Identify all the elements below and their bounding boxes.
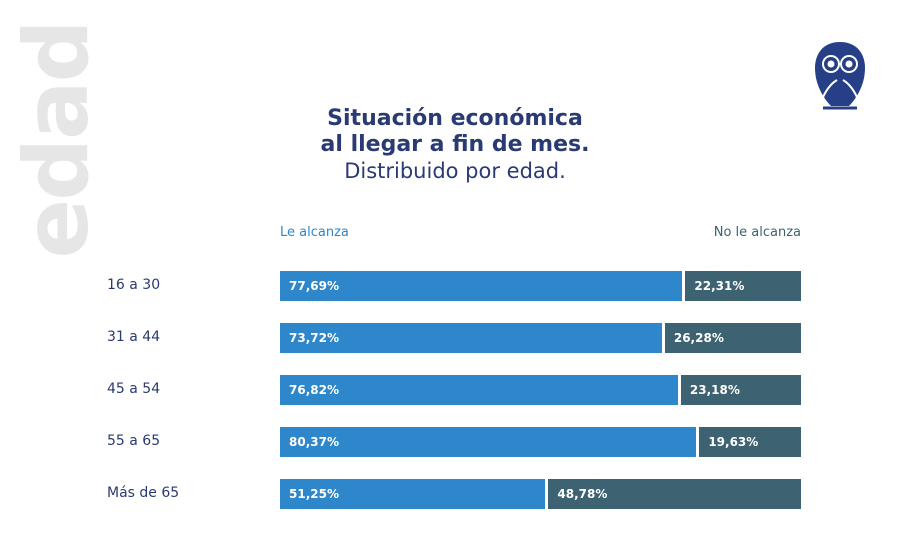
bar-le-alcanza: 80,37% <box>280 427 697 457</box>
title-line-2: al llegar a fin de mes. <box>320 132 590 157</box>
title-line-1: Situación económica <box>327 106 583 131</box>
bar-le-alcanza: 73,72% <box>280 323 662 353</box>
category-label: Más de 65 <box>107 485 180 501</box>
bar-no-le-alcanza: 26,28% <box>664 323 801 353</box>
bar-no-le-alcanza: 23,18% <box>680 375 801 405</box>
bar-no-le-alcanza: 48,78% <box>548 479 801 509</box>
bar-le-alcanza: 77,69% <box>280 271 683 301</box>
subtitle: Distribuido por edad. <box>344 159 566 183</box>
legend-le-alcanza: Le alcanza <box>280 225 349 240</box>
bar-no-le-alcanza: 19,63% <box>699 427 801 457</box>
side-label: edad <box>5 21 108 259</box>
chart-titles: Situación económica al llegar a fin de m… <box>240 106 670 184</box>
category-label: 31 a 44 <box>107 329 161 345</box>
owl-logo-icon <box>815 42 865 110</box>
bar-le-alcanza: 51,25% <box>280 479 546 509</box>
category-label: 45 a 54 <box>107 381 161 397</box>
category-label: 55 a 65 <box>107 433 161 449</box>
legend-no-le-alcanza: No le alcanza <box>713 225 801 240</box>
category-label: 16 a 30 <box>107 277 161 293</box>
bar-le-alcanza: 76,82% <box>280 375 678 405</box>
bar-no-le-alcanza: 22,31% <box>685 271 801 301</box>
